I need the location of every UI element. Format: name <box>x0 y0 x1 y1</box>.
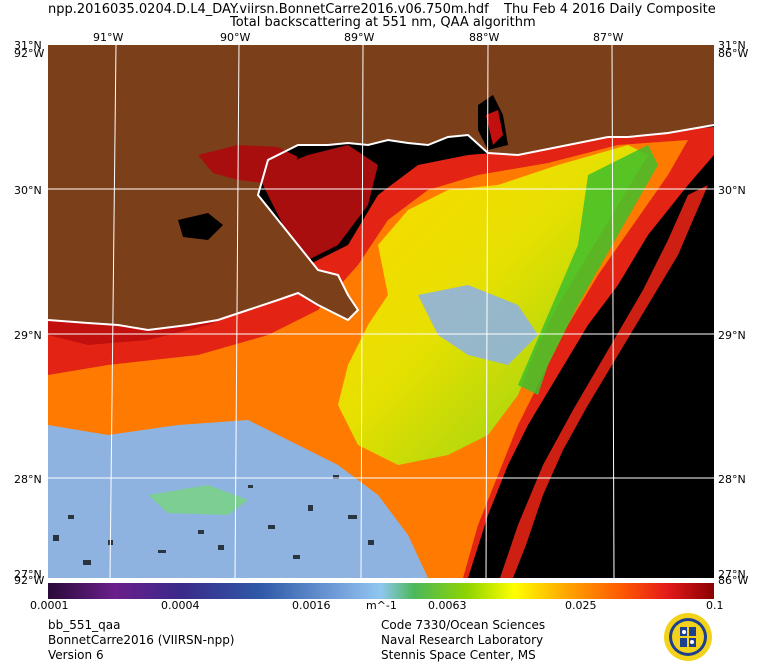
coastline <box>48 124 714 332</box>
edge-streaks <box>500 185 708 578</box>
lat-label-right: 28°N <box>718 473 746 486</box>
corner-label-top-left: 92°W <box>14 47 45 60</box>
map-canvas <box>48 45 714 578</box>
lon-label-top: 91°W <box>93 31 124 44</box>
mobile-bay-water <box>486 110 503 145</box>
lat-label-right: 29°N <box>718 329 746 342</box>
colorbar-tick: 0.1 <box>706 599 724 612</box>
colorbar-tick: 0.0004 <box>161 599 200 612</box>
nrl-seal-icon <box>664 613 712 661</box>
meridian-91w <box>109 45 117 578</box>
corner-label-bottom-left: 27°N <box>14 568 42 581</box>
lon-label-top: 87°W <box>593 31 624 44</box>
meridian-90w <box>234 45 240 578</box>
colorbar-tick: 0.0063 <box>428 599 467 612</box>
lat-label-left: 28°N <box>14 473 42 486</box>
corner-label-bottom-left: 92°W <box>14 574 45 587</box>
corner-label-top-right: 86°W <box>718 47 749 60</box>
green-patch <box>148 485 248 515</box>
low-backscatter-patch <box>418 285 538 365</box>
org-location: Stennis Space Center, MS <box>381 648 536 662</box>
corner-label-top-left: 31°N <box>14 39 42 52</box>
colorbar <box>48 583 714 599</box>
product-name: bb_551_qaa <box>48 618 121 632</box>
colorbar-unit: m^-1 <box>366 599 397 612</box>
lake-pontchartrain <box>198 145 298 183</box>
lat-label-left: 29°N <box>14 329 42 342</box>
composite-date: Thu Feb 4 2016 Daily Composite <box>504 2 716 17</box>
graticule <box>48 45 714 578</box>
colorbar-tick: 0.0001 <box>30 599 69 612</box>
colorbar-tick: 0.0016 <box>292 599 331 612</box>
meridian-87w <box>611 45 615 578</box>
land-area <box>48 45 714 330</box>
satellite-backscatter-map[interactable] <box>48 45 714 578</box>
org-code: Code 7330/Ocean Sciences <box>381 618 546 632</box>
meridian-88w <box>485 45 489 578</box>
corner-label-top-right: 31°N <box>718 39 746 52</box>
meridian-89w <box>360 45 364 578</box>
corner-label-bottom-right: 27°N <box>718 568 746 581</box>
map-subtitle: Total backscattering at 551 nm, QAA algo… <box>230 15 536 30</box>
version-label: Version 6 <box>48 648 104 662</box>
dataset-name: BonnetCarre2016 (VIIRSN-npp) <box>48 633 235 647</box>
org-name: Naval Research Laboratory <box>381 633 544 647</box>
green-band <box>518 145 658 395</box>
lon-label-top: 89°W <box>344 31 375 44</box>
colorbar-tick: 0.025 <box>565 599 597 612</box>
lat-label-right: 30°N <box>718 184 746 197</box>
lon-label-top: 90°W <box>220 31 251 44</box>
lat-label-left: 30°N <box>14 184 42 197</box>
file-name: npp.2016035.0204.D.L4_DAY.viirsn.BonnetC… <box>48 2 489 17</box>
lon-label-top: 88°W <box>469 31 500 44</box>
corner-label-bottom-right: 86°W <box>718 574 749 587</box>
inland-water-nodata <box>178 213 223 240</box>
